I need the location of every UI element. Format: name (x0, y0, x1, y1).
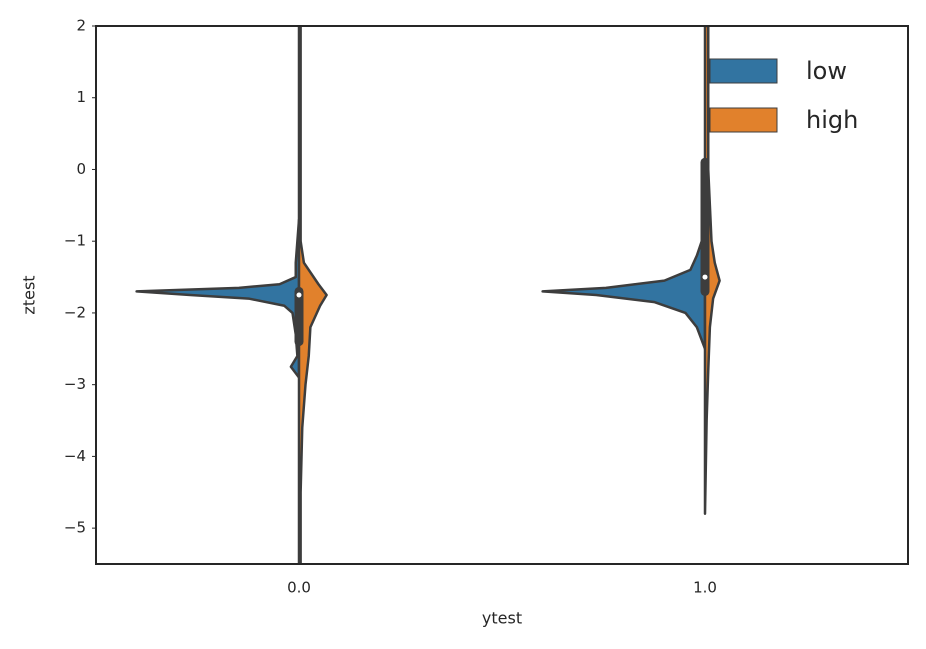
legend-swatch (709, 107, 778, 133)
y-axis-label: ztest (20, 275, 39, 314)
y-tick-label: −5 (64, 519, 86, 537)
y-tick-label: 0 (76, 160, 86, 178)
x-axis-label: ytest (482, 609, 522, 628)
y-tick-label: −4 (64, 447, 86, 465)
median (702, 274, 708, 280)
median (296, 292, 302, 298)
y-tick-label: 2 (76, 17, 86, 35)
legend-label: low (806, 57, 847, 85)
violin-half (135, 218, 301, 379)
y-tick-label: −3 (64, 375, 86, 393)
violin-half (703, 26, 721, 516)
legend-swatch (709, 58, 778, 84)
x-tick-label: 1.0 (693, 579, 717, 597)
violin-half (297, 26, 328, 564)
y-tick-label: −1 (64, 232, 86, 250)
legend-label: high (806, 106, 858, 134)
y-tick-label: −2 (64, 303, 86, 321)
violin-half (541, 161, 707, 351)
plot-area (135, 26, 721, 564)
y-tick-label: 1 (76, 88, 86, 106)
x-tick-label: 0.0 (287, 579, 311, 597)
axes-frame (95, 25, 909, 565)
